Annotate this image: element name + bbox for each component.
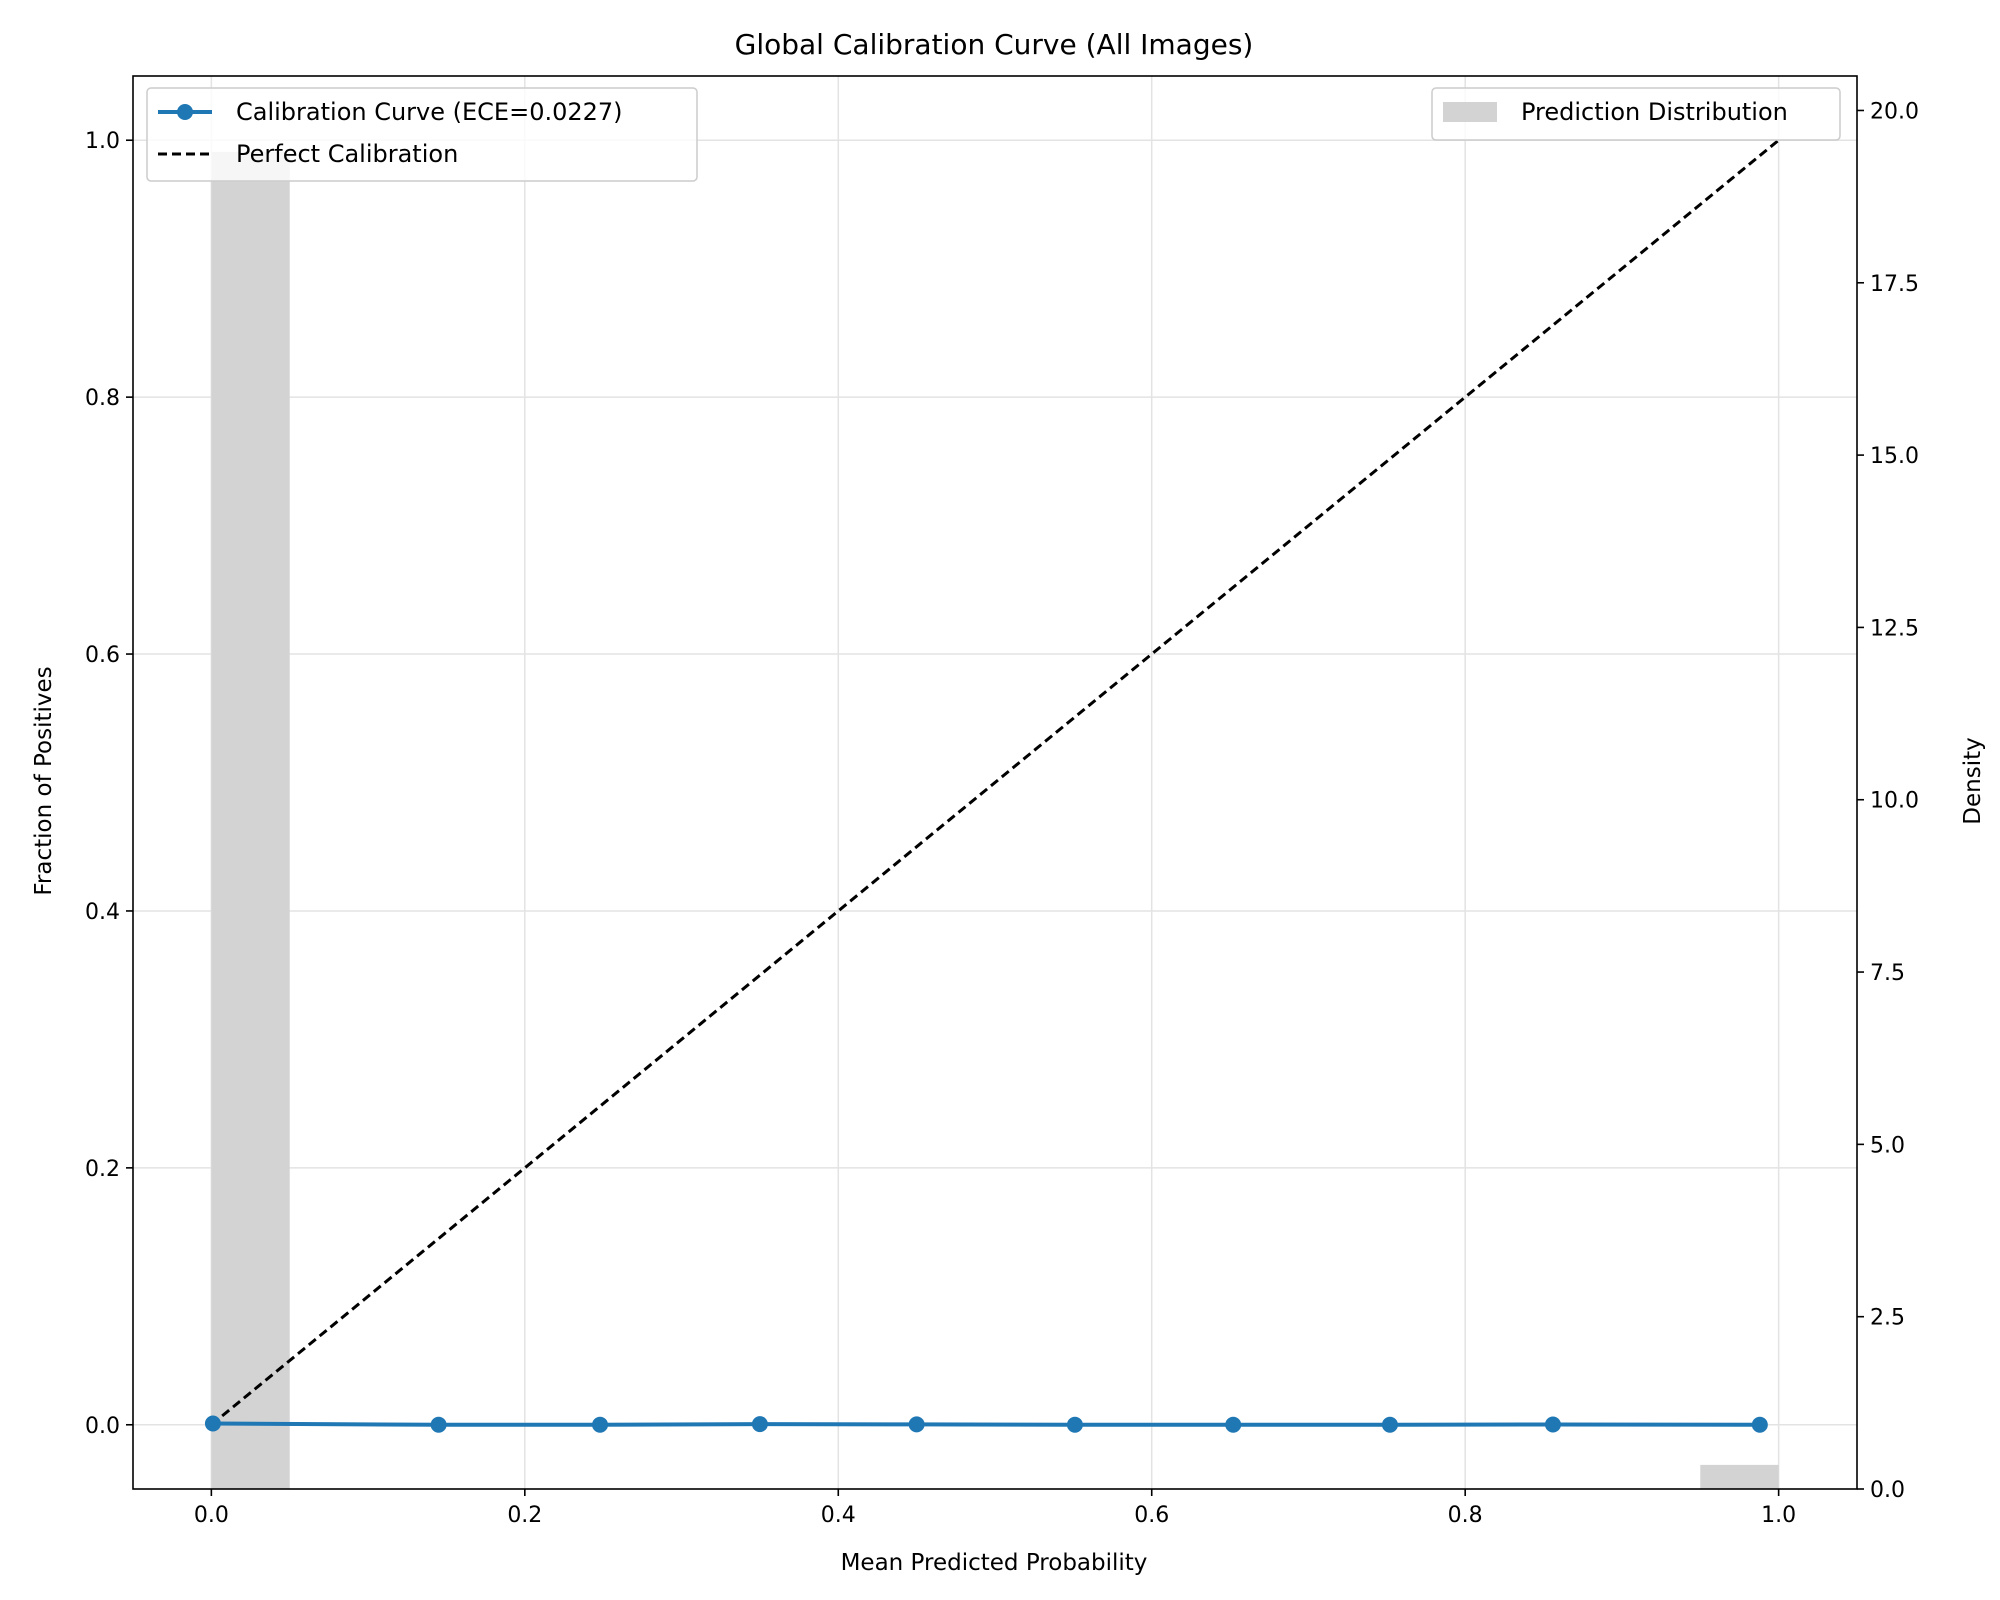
calibration-point bbox=[204, 1415, 221, 1432]
y-tick-label: 0.0 bbox=[85, 1414, 120, 1439]
x-tick-label: 0.6 bbox=[1134, 1503, 1169, 1528]
calibration-point bbox=[592, 1416, 609, 1433]
calibration-point bbox=[1544, 1416, 1561, 1433]
prediction-distribution-histogram bbox=[211, 151, 1779, 1489]
calibration-point bbox=[1751, 1416, 1768, 1433]
y-tick-label: 0.4 bbox=[85, 900, 120, 925]
right-y-tick-label: 7.5 bbox=[1870, 961, 1905, 986]
right-y-tick-label: 17.5 bbox=[1870, 272, 1919, 297]
x-tick-label: 0.4 bbox=[821, 1503, 856, 1528]
y-tick-label: 0.6 bbox=[85, 643, 120, 668]
y-axis-label: Fraction of Positives bbox=[31, 666, 57, 895]
right-y-tick-label: 15.0 bbox=[1870, 444, 1919, 469]
right-y-tick-label: 0.0 bbox=[1870, 1478, 1905, 1503]
calibration-point bbox=[430, 1416, 447, 1433]
calibration-curve-line bbox=[212, 1421, 1760, 1427]
x-tick-label: 0.2 bbox=[507, 1503, 542, 1528]
legend-distribution-swatch bbox=[1443, 102, 1497, 122]
plot-frame bbox=[132, 75, 1858, 1490]
x-tick-label: 1.0 bbox=[1761, 1503, 1796, 1528]
calibration-point bbox=[1381, 1416, 1398, 1433]
right-y-tick-label: 12.5 bbox=[1870, 616, 1919, 641]
legend-calibration-label: Calibration Curve (ECE=0.0227) bbox=[236, 98, 623, 126]
histogram-bar bbox=[1700, 1464, 1779, 1489]
legend-right-frame bbox=[1431, 87, 1841, 141]
legend-right: Prediction Distribution bbox=[1431, 87, 1841, 141]
perfect-calibration-line bbox=[210, 139, 1780, 1426]
histogram-bar bbox=[211, 151, 290, 1489]
right-y-tick-label: 5.0 bbox=[1870, 1133, 1905, 1158]
legend-left-frame bbox=[146, 87, 698, 182]
legend-left: Calibration Curve (ECE=0.0227) Perfect C… bbox=[146, 87, 698, 182]
legend-distribution-label: Prediction Distribution bbox=[1521, 98, 1788, 126]
x-axis-label: Mean Predicted Probability bbox=[841, 1550, 1148, 1576]
calibration-point bbox=[751, 1416, 768, 1433]
y-tick-label: 1.0 bbox=[85, 129, 120, 154]
right-y-tick-label: 2.5 bbox=[1870, 1306, 1905, 1331]
right-y-tick-label: 10.0 bbox=[1870, 789, 1919, 814]
calibration-point bbox=[908, 1416, 925, 1433]
x-tick-label: 0.0 bbox=[194, 1503, 229, 1528]
legend-perfect-label: Perfect Calibration bbox=[236, 140, 458, 168]
ticks: 0.0 0.2 0.4 0.6 0.8 1.0 0.0 0.2 0.4 0.6 0.8 1.0 0.0 2… bbox=[85, 99, 1919, 1528]
x-tick-label: 0.8 bbox=[1448, 1503, 1483, 1528]
plot-lines bbox=[204, 139, 1780, 1433]
chart-title: Global Calibration Curve (All Images) bbox=[735, 28, 1254, 61]
right-y-tick-label: 20.0 bbox=[1870, 99, 1919, 124]
y-tick-label: 0.2 bbox=[85, 1157, 120, 1182]
calibration-point bbox=[1225, 1416, 1242, 1433]
y-tick-label: 0.8 bbox=[85, 386, 120, 411]
right-y-axis-label: Density bbox=[1960, 737, 1986, 824]
legend-calibration-marker bbox=[177, 104, 193, 120]
axes bbox=[132, 75, 1858, 1490]
calibration-point bbox=[1066, 1416, 1083, 1433]
